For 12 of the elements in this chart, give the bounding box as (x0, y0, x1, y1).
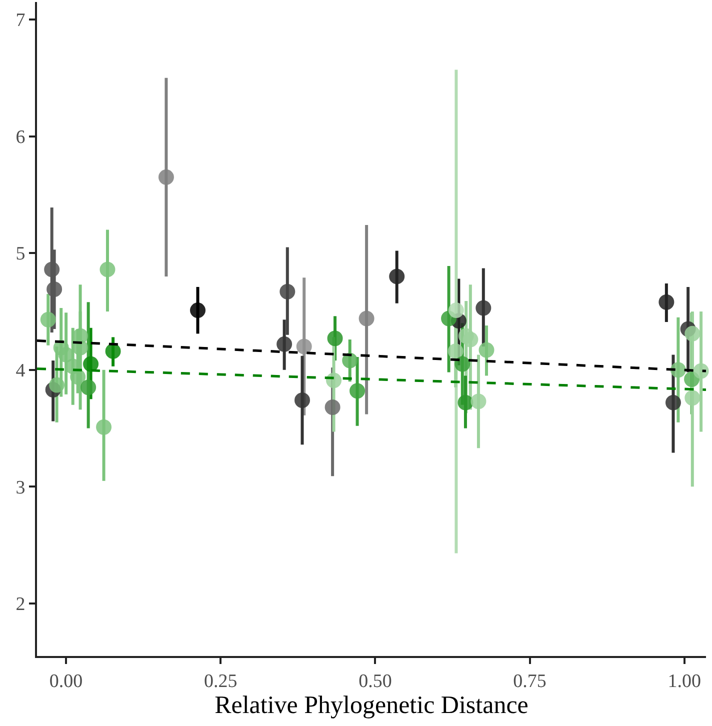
x-tick-label: 0.00 (49, 670, 83, 692)
y-tick-label: 4 (16, 360, 26, 382)
y-tick-label: 2 (16, 594, 26, 616)
y-tick-label: 3 (16, 477, 26, 498)
y-tick-label: 6 (16, 126, 26, 148)
x-tick-label: 0.75 (513, 670, 546, 692)
x-tick-label: 0.50 (358, 670, 392, 692)
y-tick-label: 5 (16, 244, 26, 265)
y-tick-label: 7 (16, 10, 26, 32)
x-axis-title: Relative Phylogenetic Distance (214, 692, 528, 719)
x-tick-label: 0.25 (204, 670, 238, 692)
x-tick-label: 1.00 (668, 670, 701, 692)
